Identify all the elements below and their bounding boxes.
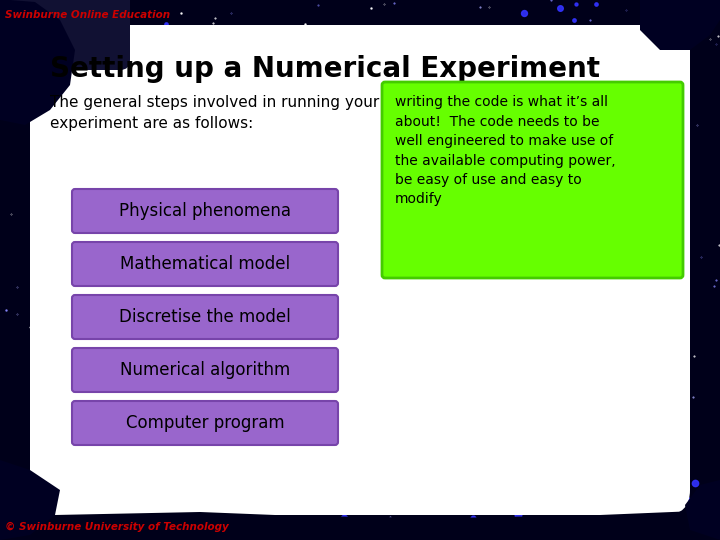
FancyBboxPatch shape (72, 348, 338, 392)
Polygon shape (0, 0, 35, 90)
Text: Setting up a Numerical Experiment: Setting up a Numerical Experiment (50, 55, 600, 83)
Text: © Swinburne University of Technology: © Swinburne University of Technology (5, 522, 229, 532)
Text: Swinburne Online Education: Swinburne Online Education (5, 10, 170, 20)
FancyBboxPatch shape (72, 401, 338, 445)
Polygon shape (0, 0, 75, 125)
Text: The general steps involved in running your computer
experiment are as follows:: The general steps involved in running yo… (50, 95, 458, 131)
FancyBboxPatch shape (72, 295, 338, 339)
FancyBboxPatch shape (72, 189, 338, 233)
Polygon shape (0, 0, 360, 50)
FancyBboxPatch shape (30, 25, 690, 515)
Text: Computer program: Computer program (126, 414, 284, 432)
Text: Numerical algorithm: Numerical algorithm (120, 361, 290, 379)
FancyBboxPatch shape (0, 0, 130, 70)
FancyBboxPatch shape (72, 242, 338, 286)
Text: Physical phenomena: Physical phenomena (119, 202, 291, 220)
FancyBboxPatch shape (382, 82, 683, 278)
Polygon shape (0, 460, 720, 540)
Polygon shape (0, 460, 60, 540)
Polygon shape (685, 480, 720, 540)
Text: Mathematical model: Mathematical model (120, 255, 290, 273)
Text: writing the code is what it’s all
about!  The code needs to be
well engineered t: writing the code is what it’s all about!… (395, 95, 616, 206)
Text: Discretise the model: Discretise the model (119, 308, 291, 326)
Polygon shape (640, 0, 720, 50)
Polygon shape (0, 0, 60, 110)
